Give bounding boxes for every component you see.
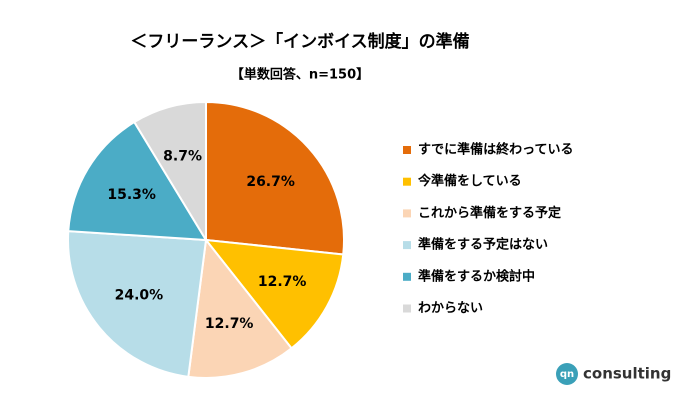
legend-label: すでに準備は終わっている bbox=[418, 142, 573, 158]
data-label: 26.7% bbox=[246, 174, 295, 190]
data-label: 8.7% bbox=[163, 148, 202, 164]
pie-slice bbox=[67, 120, 208, 242]
brand-mark: qn bbox=[560, 369, 574, 380]
chart-title: ＜フリーランス＞「インボイス制度」の準備 bbox=[130, 31, 469, 52]
legend-swatch bbox=[403, 209, 411, 218]
legend-swatch bbox=[403, 177, 411, 186]
data-label: 15.3% bbox=[107, 187, 156, 203]
chart-subtitle: 【単数回答、n=150】 bbox=[231, 67, 369, 83]
pie-slice bbox=[203, 238, 345, 350]
data-label: 24.0% bbox=[115, 287, 164, 303]
data-label: 12.7% bbox=[205, 316, 254, 332]
legend-label: わからない bbox=[418, 301, 483, 316]
legend-label: これから準備をする予定 bbox=[418, 205, 561, 221]
data-label: 12.7% bbox=[258, 274, 307, 290]
legend-swatch bbox=[403, 146, 411, 154]
pie-slice bbox=[187, 237, 293, 379]
legend-label: 準備をする予定はない bbox=[418, 237, 548, 253]
brand-name: consulting bbox=[583, 365, 671, 383]
legend-label: 準備をするか検討中 bbox=[418, 268, 535, 284]
pie-slice bbox=[132, 100, 207, 244]
brand-icon bbox=[556, 363, 578, 385]
legend-label: 今準備をしている bbox=[417, 173, 522, 189]
legend-swatch bbox=[403, 241, 411, 250]
pie-slice bbox=[205, 100, 345, 256]
legend-swatch bbox=[403, 272, 411, 281]
pie-slice bbox=[67, 230, 208, 378]
legend-swatch bbox=[403, 304, 411, 313]
